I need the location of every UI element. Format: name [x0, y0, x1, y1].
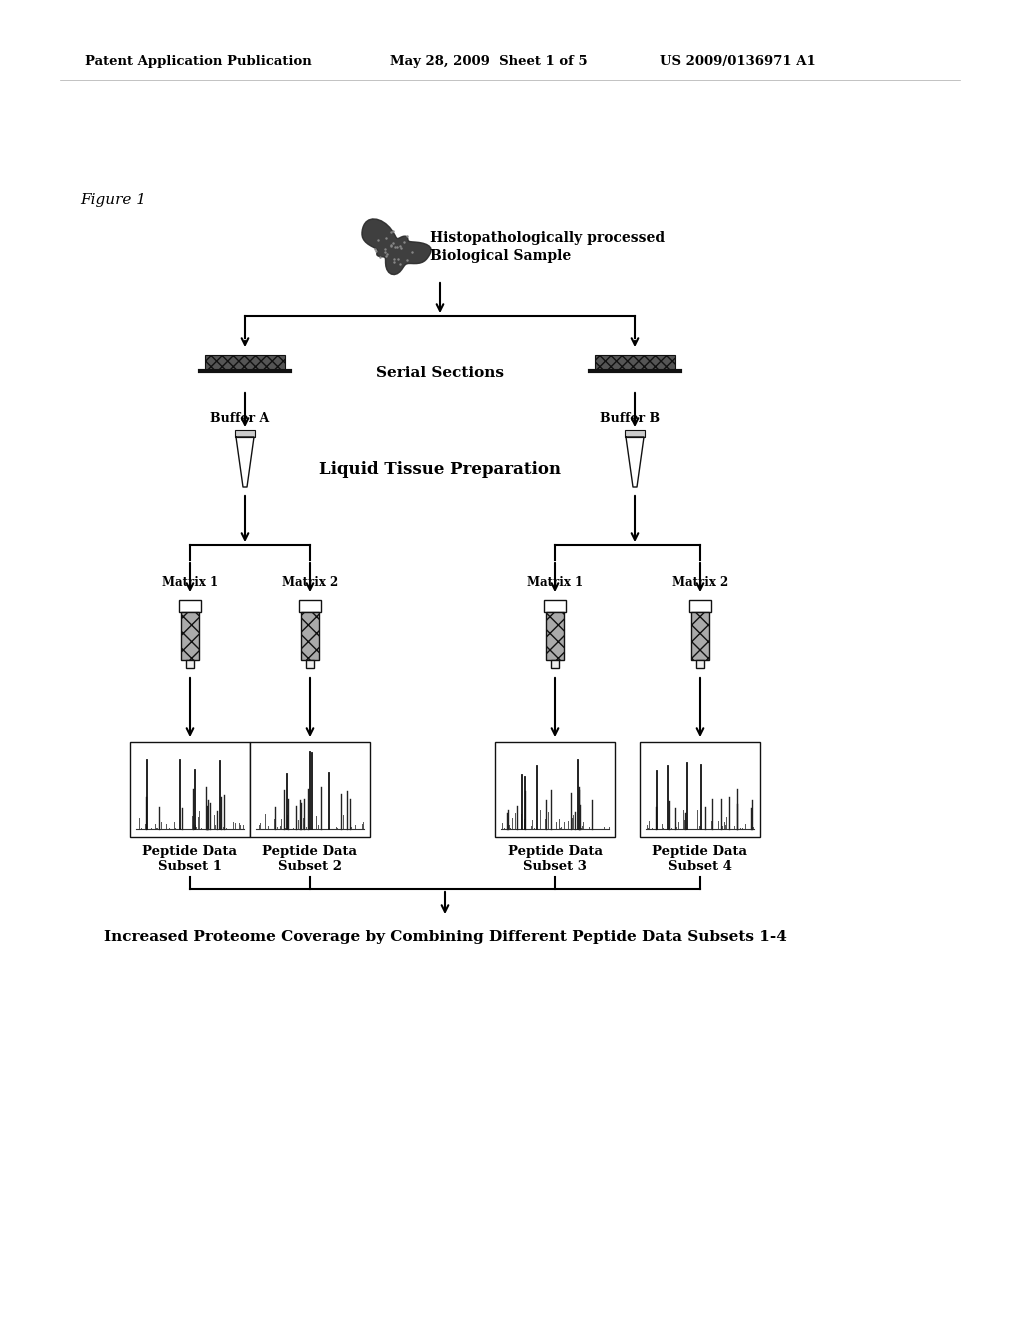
- Text: Liquid Tissue Preparation: Liquid Tissue Preparation: [319, 462, 561, 479]
- Text: Subset 2: Subset 2: [278, 861, 342, 874]
- Bar: [301, 612, 319, 660]
- Polygon shape: [626, 437, 644, 487]
- Polygon shape: [361, 219, 431, 275]
- Bar: [689, 601, 711, 612]
- Bar: [179, 601, 201, 612]
- Text: Figure 1: Figure 1: [80, 193, 146, 207]
- Text: Matrix 2: Matrix 2: [672, 577, 728, 590]
- Bar: [544, 601, 566, 612]
- Text: Peptide Data: Peptide Data: [142, 846, 238, 858]
- Bar: [234, 430, 255, 437]
- Bar: [495, 742, 615, 837]
- Text: Biological Sample: Biological Sample: [430, 249, 571, 263]
- Bar: [181, 612, 199, 660]
- Bar: [250, 742, 370, 837]
- Bar: [130, 742, 250, 837]
- Text: Peptide Data: Peptide Data: [508, 846, 602, 858]
- Text: Serial Sections: Serial Sections: [376, 366, 504, 380]
- Bar: [625, 430, 645, 437]
- Text: Histopathologically processed: Histopathologically processed: [430, 231, 666, 246]
- Text: Peptide Data: Peptide Data: [262, 846, 357, 858]
- Text: Matrix 2: Matrix 2: [282, 577, 338, 590]
- Text: Patent Application Publication: Patent Application Publication: [85, 55, 311, 69]
- Bar: [205, 355, 285, 370]
- Text: Subset 1: Subset 1: [158, 861, 222, 874]
- Text: Peptide Data: Peptide Data: [652, 846, 748, 858]
- Bar: [551, 660, 559, 668]
- Bar: [546, 612, 564, 660]
- Text: Subset 3: Subset 3: [523, 861, 587, 874]
- Bar: [186, 660, 194, 668]
- Bar: [306, 660, 314, 668]
- Text: Increased Proteome Coverage by Combining Different Peptide Data Subsets 1-4: Increased Proteome Coverage by Combining…: [103, 931, 786, 944]
- Bar: [299, 601, 321, 612]
- Text: Buffer A: Buffer A: [210, 412, 269, 425]
- Bar: [595, 355, 675, 370]
- Text: Subset 4: Subset 4: [668, 861, 732, 874]
- Polygon shape: [236, 437, 254, 487]
- Bar: [696, 660, 705, 668]
- Bar: [691, 612, 709, 660]
- Text: Matrix 1: Matrix 1: [162, 577, 218, 590]
- Text: US 2009/0136971 A1: US 2009/0136971 A1: [660, 55, 816, 69]
- Text: May 28, 2009  Sheet 1 of 5: May 28, 2009 Sheet 1 of 5: [390, 55, 588, 69]
- Text: Buffer B: Buffer B: [600, 412, 660, 425]
- Text: Matrix 1: Matrix 1: [527, 577, 583, 590]
- Bar: [640, 742, 760, 837]
